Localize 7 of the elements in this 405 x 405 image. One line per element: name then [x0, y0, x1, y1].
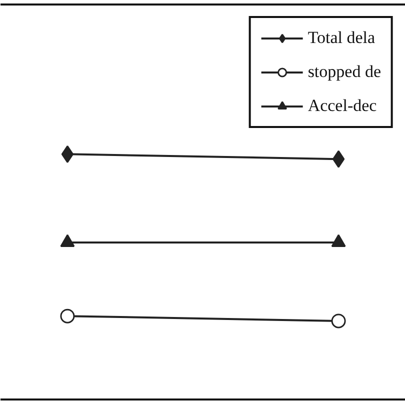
legend-label: stopped de	[308, 62, 381, 82]
legend-label: Accel-dec	[308, 96, 377, 116]
point	[331, 314, 346, 328]
point	[60, 308, 75, 324]
point	[61, 145, 74, 163]
legend-label: Total dela	[308, 28, 376, 48]
point	[332, 150, 345, 168]
